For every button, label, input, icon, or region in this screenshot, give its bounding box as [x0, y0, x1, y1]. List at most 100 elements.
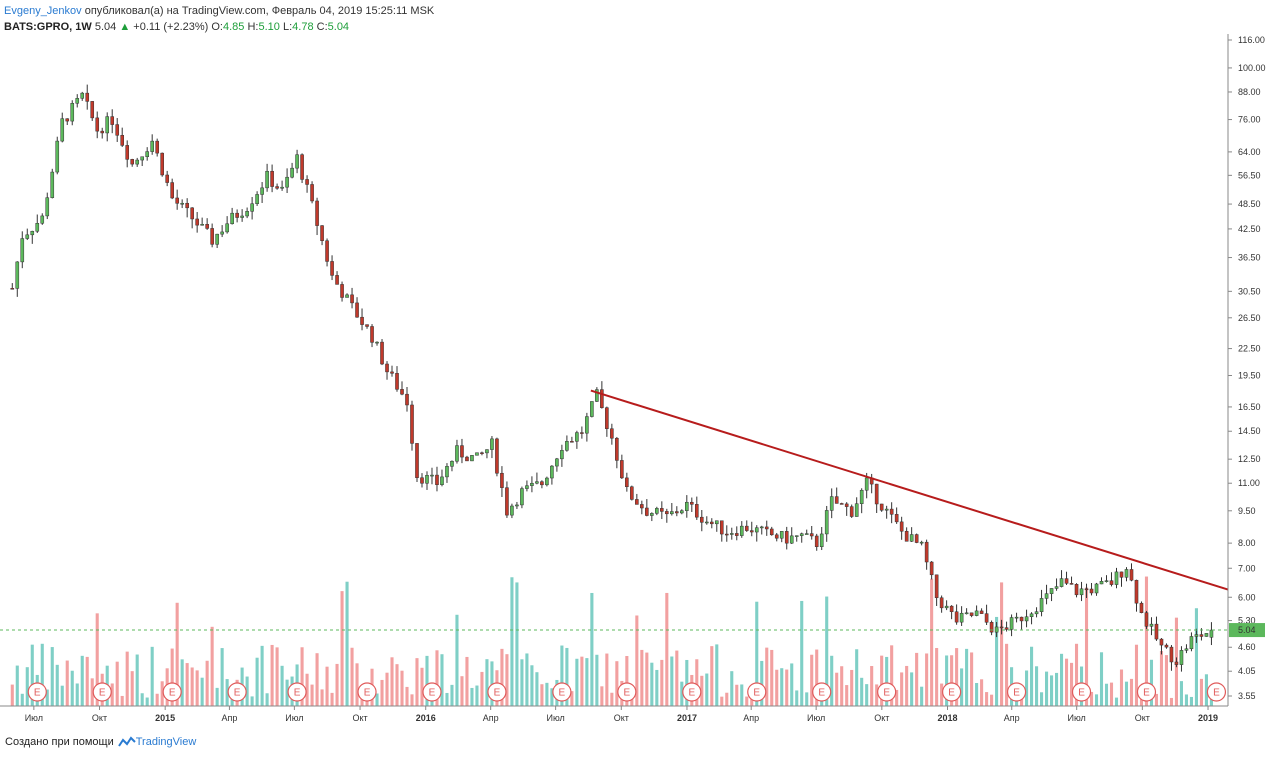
volume-bar — [705, 673, 709, 706]
volume-bar — [465, 656, 469, 706]
earnings-marker[interactable] — [1006, 682, 1027, 702]
volume-bar — [905, 665, 909, 706]
volume-bar — [40, 643, 44, 706]
earnings-marker[interactable] — [877, 682, 897, 702]
volume-bar — [400, 670, 404, 706]
candle — [1154, 623, 1159, 640]
volume-bar — [1184, 694, 1189, 706]
time-tick-label: 2017 — [677, 713, 697, 723]
price-chart[interactable]: E E E E E E E E E E E E E E E E E E E 116.00 100.00 88.00 76.… — [0, 0, 1280, 735]
earnings-marker[interactable] — [617, 682, 637, 702]
tradingview-logo-icon — [117, 736, 136, 747]
volume-bar — [1154, 693, 1159, 706]
earnings-marker-label: E — [818, 688, 825, 699]
candle — [1114, 571, 1119, 585]
candle — [380, 341, 384, 365]
earnings-marker[interactable] — [942, 682, 962, 702]
volume-bar — [785, 669, 789, 706]
earnings-marker[interactable] — [357, 682, 377, 702]
earnings-marker[interactable] — [1071, 682, 1092, 702]
volume-bar — [685, 659, 689, 706]
earnings-marker[interactable] — [227, 682, 247, 702]
volume-bar — [345, 581, 349, 706]
earnings-marker[interactable] — [1136, 682, 1157, 702]
candle — [1199, 634, 1204, 637]
volume-bar — [1005, 643, 1009, 706]
symbol-label[interactable]: BATS:GPRO, 1W — [4, 21, 92, 33]
author-link[interactable]: Evgeny_Jenkov — [4, 5, 82, 17]
earnings-marker[interactable] — [812, 682, 832, 702]
volume-bar — [425, 655, 429, 706]
time-axis[interactable]: Июл Окт 2015 Апр Июл Окт 2016 Апр Июл Окт 2017 Апр И… — [25, 706, 1218, 723]
volume-bar — [330, 692, 334, 706]
candle — [979, 610, 984, 614]
earnings-marker-label: E — [294, 688, 301, 699]
price-tick-label: 4.60 — [1238, 642, 1256, 652]
candle — [255, 194, 259, 204]
candle — [70, 103, 75, 122]
volume-bar — [1199, 678, 1203, 706]
candle — [1159, 638, 1164, 646]
volume-bar — [835, 672, 839, 706]
candle — [660, 508, 664, 512]
earnings-marker[interactable] — [487, 682, 507, 702]
candle — [295, 154, 299, 169]
volume-bar — [865, 684, 869, 706]
volume-bar — [715, 644, 719, 706]
trendline[interactable] — [590, 389, 1229, 591]
candle — [250, 203, 254, 212]
earnings-marker[interactable] — [682, 682, 702, 702]
earnings-marker[interactable] — [552, 682, 572, 702]
volume-bar — [325, 666, 329, 706]
volume-bar — [920, 686, 924, 706]
earnings-marker[interactable] — [27, 682, 47, 702]
candle — [1069, 583, 1074, 585]
candle — [225, 223, 229, 233]
candle — [685, 501, 689, 511]
candle — [45, 197, 50, 217]
earnings-marker-label: E — [234, 688, 241, 699]
volume-bar — [930, 578, 934, 706]
volume-bar — [585, 658, 589, 706]
earnings-marker-label: E — [429, 688, 436, 699]
volume-bar — [800, 600, 804, 706]
candle — [1044, 593, 1049, 599]
earnings-marker[interactable] — [287, 682, 307, 702]
volume-bar — [1149, 659, 1154, 706]
price-axis[interactable]: 116.00 100.00 88.00 76.00 64.00 56.50 48.50 42.… — [1228, 35, 1266, 701]
candle — [190, 207, 194, 220]
time-tick-label: Окт — [614, 713, 629, 723]
volume-bar — [565, 647, 569, 706]
candle — [824, 510, 829, 535]
volume-bar — [540, 684, 544, 706]
earnings-marker[interactable] — [162, 682, 182, 702]
candle — [884, 508, 889, 511]
candle — [555, 458, 559, 467]
candle — [110, 116, 115, 125]
earnings-marker[interactable] — [422, 682, 442, 702]
candle — [804, 533, 809, 535]
earnings-marker[interactable] — [1206, 682, 1227, 702]
volume-bar — [1114, 697, 1119, 706]
candle — [40, 215, 45, 224]
price-tick-label: 19.50 — [1238, 370, 1261, 380]
tradingview-brand: TradingView — [135, 736, 197, 748]
candle — [575, 432, 579, 442]
volume-bar — [1134, 644, 1139, 706]
volume-bar — [280, 665, 284, 706]
volume-bar — [220, 648, 224, 706]
candle — [874, 483, 879, 505]
earnings-marker[interactable] — [747, 682, 767, 702]
candle — [1174, 661, 1179, 665]
volume-bar — [710, 646, 714, 706]
volume-bar — [580, 656, 584, 706]
volume-bar — [945, 655, 949, 706]
volume-bar — [95, 613, 99, 706]
earnings-marker[interactable] — [92, 682, 112, 702]
volume-bar — [225, 679, 229, 706]
candle — [939, 597, 944, 609]
candle — [1184, 648, 1189, 651]
candle — [1089, 588, 1094, 594]
volume-bar — [625, 656, 629, 706]
tradingview-link[interactable]: TradingView — [117, 736, 197, 748]
